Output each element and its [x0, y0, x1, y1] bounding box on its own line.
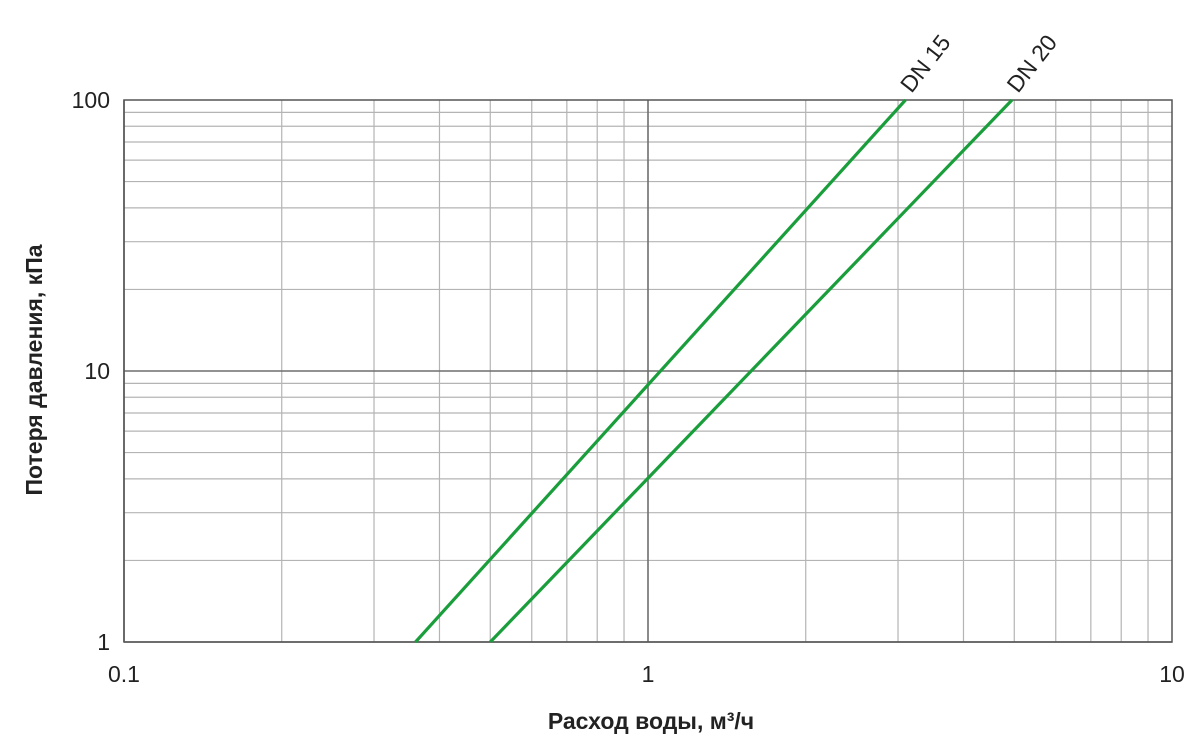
series-line-dn20	[489, 98, 1014, 644]
y-tick-label: 1	[97, 629, 110, 655]
series-label-dn15: DN 15	[895, 30, 956, 97]
x-axis-ticks: 0.1 1 10	[108, 661, 1185, 687]
y-tick-label: 10	[84, 358, 110, 384]
y-tick-label: 100	[72, 87, 110, 113]
y-axis-title: Потеря давления, кПа	[21, 244, 47, 495]
y-axis-ticks: 1 10 100	[72, 87, 110, 655]
x-tick-label: 10	[1159, 661, 1185, 687]
x-tick-label: 0.1	[108, 661, 140, 687]
plot-frame	[123, 99, 1173, 643]
series-line-dn15	[414, 98, 907, 644]
x-tick-label: 1	[642, 661, 655, 687]
series-label-dn20: DN 20	[1001, 30, 1062, 97]
series-layer	[414, 98, 1014, 644]
x-axis-title: Расход воды, м³/ч	[548, 708, 754, 734]
